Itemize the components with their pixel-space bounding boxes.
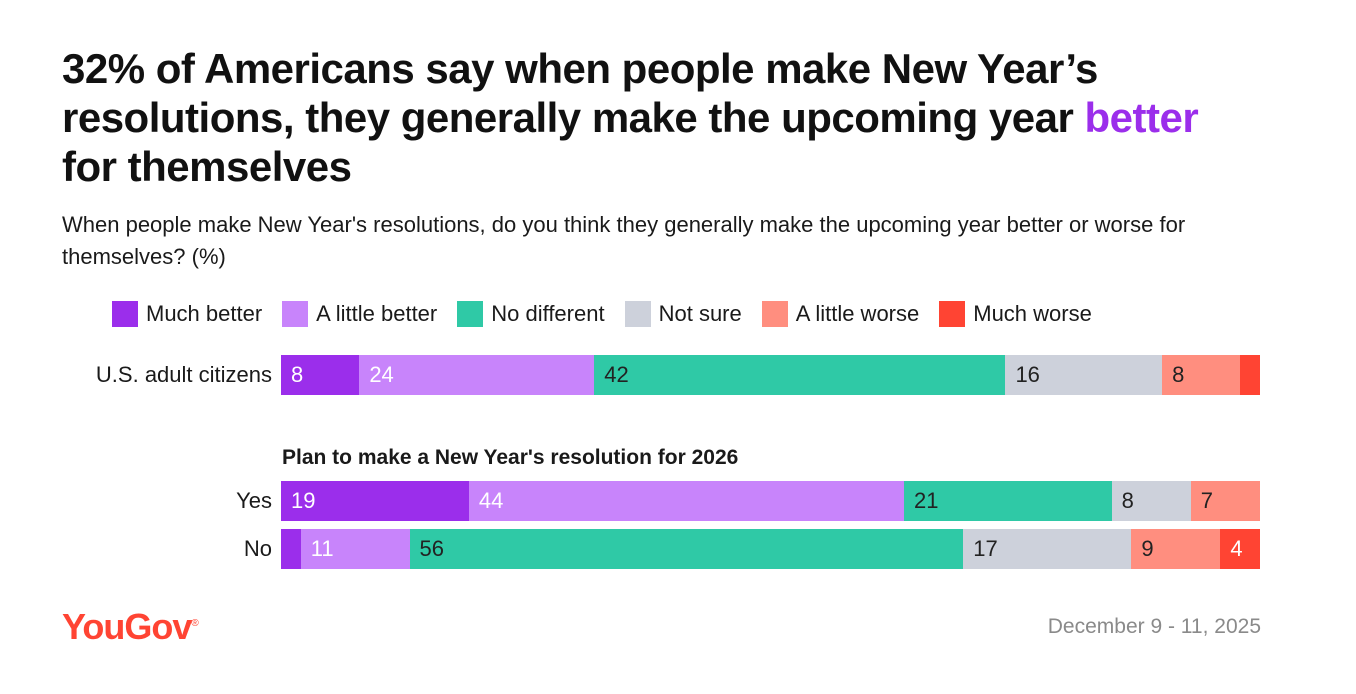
- bar-segment-no-a-little-better: 11: [300, 529, 410, 569]
- legend-label-much-worse: Much worse: [973, 301, 1092, 326]
- legend-swatch-not-sure: [624, 301, 651, 327]
- legend-item-a-little-better: A little better: [282, 301, 437, 327]
- data-label-no-much-worse: 4: [1230, 536, 1243, 561]
- bar-segment-no-not-sure: 17: [963, 529, 1132, 569]
- legend-item-much-worse: Much worse: [939, 301, 1092, 327]
- bar-segment-u-s-adult-citizens-not-sure: 16: [1005, 355, 1163, 395]
- survey-date: December 9 - 11, 2025: [1047, 615, 1261, 638]
- data-label-yes-a-little-worse: 7: [1200, 488, 1213, 513]
- data-label-no-a-little-better: 11: [310, 536, 334, 561]
- bar-segment-yes-not-sure: 8: [1111, 481, 1191, 521]
- logo-registered-mark: ®: [191, 618, 199, 629]
- title-text-2: for themselves: [62, 143, 352, 190]
- data-label-u-s-adult-citizens-not-sure: 16: [1015, 362, 1040, 387]
- data-label-u-s-adult-citizens-much-better: 8: [291, 362, 304, 387]
- data-label-yes-no-different: 21: [913, 488, 939, 513]
- legend-label-a-little-better: A little better: [316, 301, 438, 326]
- group-title: Plan to make a New Year's resolution for…: [282, 446, 739, 469]
- bar-segment-u-s-adult-citizens-a-little-worse: 8: [1162, 355, 1241, 395]
- legend-label-a-little-worse: A little worse: [795, 301, 920, 326]
- bar-segment-no-a-little-worse: 9: [1131, 529, 1221, 569]
- bar-segment-u-s-adult-citizens-much-better: 8: [281, 355, 360, 395]
- data-label-no-no-different: 56: [419, 536, 445, 561]
- data-label-yes-a-little-better: 44: [478, 488, 504, 513]
- bar-segment-u-s-adult-citizens-no-different: 42: [594, 355, 1006, 395]
- row-label-us-adults: U.S. adult citizens: [95, 362, 272, 387]
- bar-segment-yes-a-little-better: 44: [468, 481, 904, 521]
- yougov-logo: YouGov®: [62, 602, 199, 649]
- bar-segment-u-s-adult-citizens-much-worse: [1240, 355, 1260, 395]
- legend-label-much-better: Much better: [146, 301, 263, 326]
- legend-item-no-different: No different: [457, 301, 605, 327]
- legend-swatch-a-little-better: [282, 301, 309, 327]
- bar-segment-yes-much-better: 19: [281, 481, 469, 521]
- legend-item-a-little-worse: A little worse: [761, 301, 920, 327]
- row-label-yes: Yes: [236, 488, 272, 513]
- legend-swatch-much-better: [112, 301, 138, 327]
- data-label-yes-much-better: 19: [291, 488, 316, 513]
- bar-segment-no-much-better: [281, 529, 301, 569]
- data-label-u-s-adult-citizens-no-different: 42: [604, 362, 629, 387]
- logo-text: YouGov: [62, 606, 192, 647]
- title-text-1: 32% of Americans say when people make Ne…: [62, 45, 1098, 141]
- legend-item-much-better: Much better: [112, 301, 262, 327]
- data-label-no-not-sure: 17: [973, 536, 998, 561]
- bar-segment-u-s-adult-citizens-a-little-better: 24: [359, 355, 595, 395]
- bar-yes: 19 44 21 8 7: [281, 481, 1260, 521]
- bar-segment-no-much-worse: 4: [1220, 529, 1260, 569]
- legend-label-no-different: No different: [491, 301, 605, 326]
- legend-swatch-no-different: [457, 301, 484, 327]
- title-highlight-better: better: [1084, 94, 1199, 141]
- bar-segment-yes-a-little-worse: 7: [1190, 481, 1260, 521]
- bar-us-adults: 8 24 42 16 8: [281, 355, 1260, 395]
- chart-subtitle: When people make New Year's resolutions,…: [62, 212, 1186, 269]
- legend-swatch-a-little-worse: [761, 301, 788, 327]
- legend-label-not-sure: Not sure: [658, 301, 742, 326]
- data-label-u-s-adult-citizens-a-little-worse: 8: [1172, 362, 1185, 387]
- data-label-u-s-adult-citizens-a-little-better: 24: [369, 362, 394, 387]
- chart-legend: Much better A little better No different No…: [112, 298, 1112, 330]
- bar-segment-yes-no-different: 21: [903, 481, 1112, 521]
- row-label-no: No: [243, 536, 272, 561]
- bar-segment-no-no-different: 56: [409, 529, 964, 569]
- legend-swatch-much-worse: [939, 301, 966, 327]
- data-label-yes-not-sure: 8: [1121, 488, 1134, 513]
- legend-item-not-sure: Not sure: [624, 301, 742, 327]
- bar-no: 11 56 17 9 4: [281, 529, 1260, 569]
- chart-title: 32% of Americans say when people make Ne…: [62, 44, 1262, 191]
- data-label-no-a-little-worse: 9: [1141, 536, 1154, 561]
